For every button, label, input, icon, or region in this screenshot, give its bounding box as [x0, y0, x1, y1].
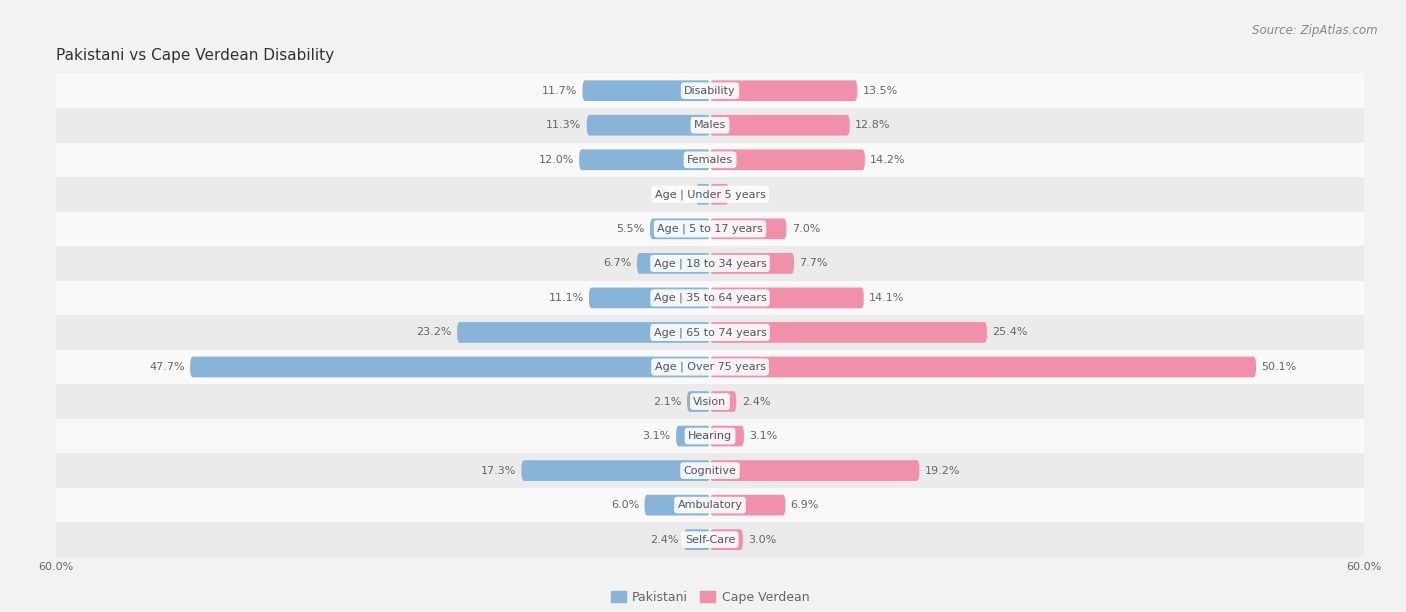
FancyBboxPatch shape: [457, 322, 710, 343]
Text: Age | 5 to 17 years: Age | 5 to 17 years: [657, 223, 763, 234]
Text: Age | 35 to 64 years: Age | 35 to 64 years: [654, 293, 766, 303]
Text: 6.0%: 6.0%: [612, 500, 640, 510]
Text: 2.4%: 2.4%: [741, 397, 770, 406]
Text: 11.7%: 11.7%: [541, 86, 576, 95]
Bar: [56, 488, 1364, 523]
Text: 7.0%: 7.0%: [792, 224, 820, 234]
Bar: [56, 384, 1364, 419]
Text: 3.0%: 3.0%: [748, 535, 776, 545]
Text: 2.4%: 2.4%: [650, 535, 679, 545]
Text: 17.3%: 17.3%: [481, 466, 516, 476]
Bar: [56, 419, 1364, 453]
FancyBboxPatch shape: [522, 460, 710, 481]
FancyBboxPatch shape: [710, 253, 794, 274]
Text: 11.3%: 11.3%: [546, 120, 582, 130]
FancyBboxPatch shape: [650, 218, 710, 239]
FancyBboxPatch shape: [710, 184, 728, 204]
Bar: [56, 73, 1364, 108]
FancyBboxPatch shape: [710, 218, 786, 239]
Text: 3.1%: 3.1%: [749, 431, 778, 441]
FancyBboxPatch shape: [710, 288, 863, 308]
Text: 12.8%: 12.8%: [855, 120, 890, 130]
Bar: [56, 349, 1364, 384]
Bar: [56, 143, 1364, 177]
Text: 23.2%: 23.2%: [416, 327, 451, 337]
Text: Age | 65 to 74 years: Age | 65 to 74 years: [654, 327, 766, 338]
FancyBboxPatch shape: [683, 529, 710, 550]
FancyBboxPatch shape: [579, 149, 710, 170]
Bar: [56, 315, 1364, 349]
Text: Source: ZipAtlas.com: Source: ZipAtlas.com: [1253, 24, 1378, 37]
FancyBboxPatch shape: [710, 529, 742, 550]
Text: 14.1%: 14.1%: [869, 293, 904, 303]
Text: 14.2%: 14.2%: [870, 155, 905, 165]
Bar: [56, 212, 1364, 246]
FancyBboxPatch shape: [190, 357, 710, 378]
FancyBboxPatch shape: [710, 460, 920, 481]
Text: Cognitive: Cognitive: [683, 466, 737, 476]
FancyBboxPatch shape: [710, 80, 858, 101]
Text: 1.3%: 1.3%: [662, 189, 690, 200]
Text: Males: Males: [695, 120, 725, 130]
Text: Females: Females: [688, 155, 733, 165]
FancyBboxPatch shape: [710, 426, 744, 446]
Text: 50.1%: 50.1%: [1261, 362, 1296, 372]
FancyBboxPatch shape: [582, 80, 710, 101]
FancyBboxPatch shape: [589, 288, 710, 308]
Text: 2.1%: 2.1%: [654, 397, 682, 406]
Text: 13.5%: 13.5%: [862, 86, 898, 95]
Bar: [56, 523, 1364, 557]
Legend: Pakistani, Cape Verdean: Pakistani, Cape Verdean: [606, 586, 814, 609]
Bar: [56, 281, 1364, 315]
Text: 5.5%: 5.5%: [616, 224, 644, 234]
FancyBboxPatch shape: [586, 115, 710, 136]
Text: 12.0%: 12.0%: [538, 155, 574, 165]
Text: 25.4%: 25.4%: [993, 327, 1028, 337]
Text: Ambulatory: Ambulatory: [678, 500, 742, 510]
FancyBboxPatch shape: [710, 115, 849, 136]
Bar: [56, 108, 1364, 143]
Text: 6.7%: 6.7%: [603, 258, 631, 269]
FancyBboxPatch shape: [710, 357, 1256, 378]
Text: 7.7%: 7.7%: [800, 258, 828, 269]
Text: Hearing: Hearing: [688, 431, 733, 441]
Text: 47.7%: 47.7%: [149, 362, 184, 372]
FancyBboxPatch shape: [710, 322, 987, 343]
Text: Age | Over 75 years: Age | Over 75 years: [655, 362, 765, 372]
Text: Vision: Vision: [693, 397, 727, 406]
Bar: [56, 453, 1364, 488]
Bar: [56, 177, 1364, 212]
FancyBboxPatch shape: [696, 184, 710, 204]
Bar: [56, 246, 1364, 281]
FancyBboxPatch shape: [676, 426, 710, 446]
Text: 3.1%: 3.1%: [643, 431, 671, 441]
Text: Pakistani vs Cape Verdean Disability: Pakistani vs Cape Verdean Disability: [56, 48, 335, 62]
Text: 11.1%: 11.1%: [548, 293, 583, 303]
FancyBboxPatch shape: [710, 391, 737, 412]
Text: 6.9%: 6.9%: [790, 500, 820, 510]
FancyBboxPatch shape: [637, 253, 710, 274]
Text: 19.2%: 19.2%: [925, 466, 960, 476]
FancyBboxPatch shape: [644, 494, 710, 515]
Text: Age | Under 5 years: Age | Under 5 years: [655, 189, 765, 200]
Text: Self-Care: Self-Care: [685, 535, 735, 545]
FancyBboxPatch shape: [688, 391, 710, 412]
FancyBboxPatch shape: [710, 149, 865, 170]
FancyBboxPatch shape: [710, 494, 786, 515]
Text: 1.7%: 1.7%: [734, 189, 762, 200]
Text: Age | 18 to 34 years: Age | 18 to 34 years: [654, 258, 766, 269]
Text: Disability: Disability: [685, 86, 735, 95]
